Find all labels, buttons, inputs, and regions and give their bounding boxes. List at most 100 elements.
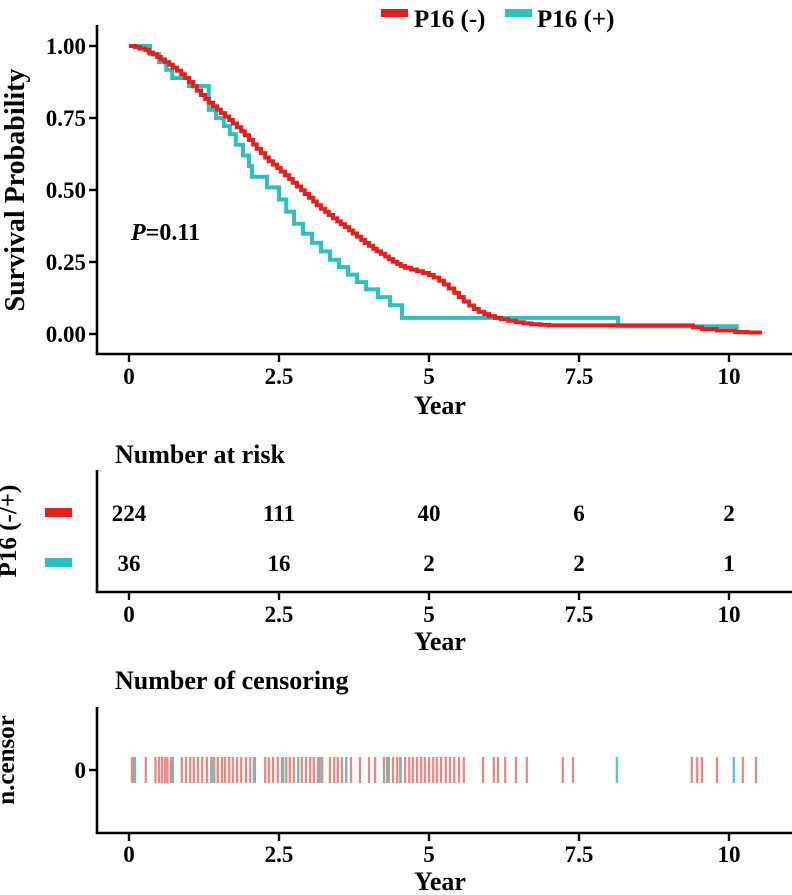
censor-mark (408, 757, 411, 783)
censor-mark (130, 757, 134, 783)
censor-mark (166, 757, 169, 783)
censor-mark (292, 757, 296, 783)
legend-swatch-p16-negative (381, 9, 408, 17)
censor-mark (300, 757, 303, 783)
censor-mark (403, 757, 407, 783)
x-tick-label: 2.5 (265, 842, 294, 867)
censor-mark (571, 757, 575, 783)
censor-mark (514, 757, 518, 783)
risk-count: 6 (573, 501, 585, 526)
censor-mark (205, 757, 209, 783)
p16-negative-curve (129, 44, 762, 335)
censor-mark (235, 757, 239, 783)
risk-count: 16 (268, 551, 291, 576)
censor-mark (267, 757, 270, 783)
y-tick-label: 0.75 (46, 106, 86, 131)
censor-mark (318, 757, 321, 783)
censor-mark (154, 757, 157, 783)
pvalue-rest: =0.11 (146, 220, 200, 246)
pvalue-annotation: P=0.11 (130, 220, 200, 246)
censor-mark (192, 757, 195, 783)
pvalue-italic-p: P (130, 220, 146, 246)
censor-mark (282, 757, 285, 783)
x-tick-label: 0 (123, 364, 135, 389)
risk-count: 40 (418, 501, 441, 526)
censor-mark (220, 757, 224, 783)
x-tick-label: 5 (423, 364, 435, 389)
censor-mark (312, 757, 315, 783)
censor-mark (382, 757, 386, 783)
censor-title: Number of censoring (115, 666, 349, 695)
censor-mark (328, 757, 332, 783)
censor-mark (297, 757, 300, 783)
x-tick-label: 0 (123, 602, 135, 627)
risk-x-axis-title: Year (414, 627, 466, 656)
censor-mark (615, 757, 618, 783)
censor-mark (169, 757, 173, 783)
censor-mark (696, 757, 699, 783)
censor-mark (411, 757, 414, 783)
risk-row-swatch-p16-negative (45, 508, 72, 517)
censor-mark (444, 757, 447, 783)
censor-mark (427, 757, 431, 783)
censor-mark (391, 757, 395, 783)
x-tick-label: 7.5 (565, 364, 594, 389)
y-tick-label: 1.00 (46, 34, 86, 59)
x-tick-label: 5 (423, 842, 435, 867)
censor-mark (163, 757, 167, 783)
censor-mark (157, 757, 161, 783)
censor-mark (385, 757, 389, 783)
censor-mark (457, 757, 461, 783)
censor-mark (244, 757, 248, 783)
risk-table-title: Number at risk (115, 440, 286, 469)
censor-mark (240, 757, 243, 783)
censor-mark (732, 757, 735, 783)
censor-mark (345, 757, 348, 783)
y-tick-label: 0.25 (46, 250, 86, 275)
censor-mark (309, 757, 312, 783)
censor-mark (276, 757, 279, 783)
risk-count: 111 (263, 501, 295, 526)
censor-mark (249, 757, 252, 783)
main-y-axis-title: Survival Probability (0, 69, 31, 312)
censor-mark (184, 757, 188, 783)
censor-mark (210, 757, 213, 783)
censor-mark (496, 757, 500, 783)
censor-mark (358, 757, 362, 783)
x-tick-label: 5 (423, 602, 435, 627)
x-tick-label: 10 (718, 364, 741, 389)
censor-mark (399, 757, 402, 783)
y-tick-label: 0.00 (46, 322, 86, 347)
censor-mark (423, 757, 426, 783)
censor-mark (253, 757, 257, 783)
censor-mark (288, 757, 291, 783)
risk-count: 1 (723, 551, 735, 576)
censor-mark (492, 757, 495, 783)
censor-mark (304, 757, 308, 783)
risk-count: 224 (112, 501, 147, 526)
censor-panel: Number of censoring 0 n.censor 0 2.5 5 7… (0, 666, 792, 895)
x-tick-label: 7.5 (565, 602, 594, 627)
censor-mark (201, 757, 204, 783)
x-tick-label: 2.5 (265, 602, 294, 627)
censor-mark (741, 757, 744, 783)
censor-mark (715, 757, 719, 783)
censor-mark (252, 757, 255, 783)
censor-mark (144, 757, 147, 783)
censor-mark (285, 757, 288, 783)
censor-mark (231, 757, 234, 783)
censor-mark (189, 757, 192, 783)
censor-mark (435, 757, 438, 783)
censor-mark (349, 757, 353, 783)
censor-mark (561, 757, 564, 783)
risk-y-axis-title: P16 (-/+) (0, 485, 22, 578)
x-tick-label: 10 (718, 602, 741, 627)
x-tick-label: 0 (123, 842, 135, 867)
censor-mark (336, 757, 339, 783)
censor-mark (280, 757, 284, 783)
censor-mark (316, 757, 320, 783)
x-tick-label: 7.5 (565, 842, 594, 867)
censor-mark (481, 757, 485, 783)
censor-mark (271, 757, 275, 783)
